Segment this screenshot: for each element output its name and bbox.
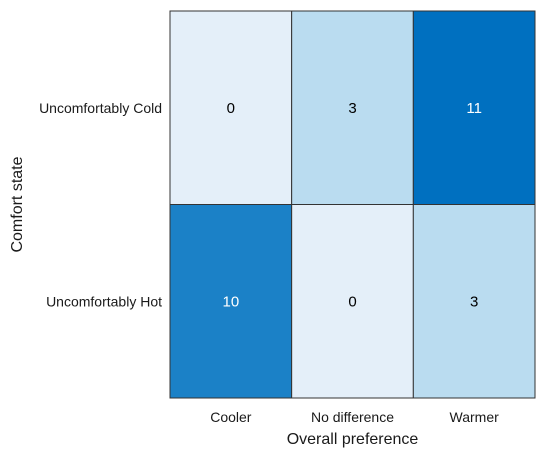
- heatmap-cell: [169, 10, 293, 205]
- y-axis-label: Comfort state: [9, 156, 26, 252]
- y-tick-labels: Uncomfortably Cold Uncomfortably Hot: [39, 100, 162, 310]
- heatmap-cells: 0 3 11 10 0 3: [169, 10, 536, 399]
- cell-value-label: 0: [348, 293, 356, 310]
- x-axis-label: Overall preference: [287, 431, 419, 448]
- x-tick-label: Cooler: [210, 409, 252, 425]
- heatmap-cell: [291, 10, 414, 205]
- heatmap-cell: [291, 204, 414, 399]
- y-tick-label: Uncomfortably Cold: [39, 100, 162, 116]
- cell-value-label: 10: [222, 293, 239, 310]
- x-tick-labels: Cooler No difference Warmer: [210, 409, 499, 425]
- plot-frame: [169, 10, 536, 399]
- cell-value-label: 3: [348, 100, 356, 117]
- x-tick-label: No difference: [311, 409, 394, 425]
- y-tick-label: Uncomfortably Hot: [46, 293, 162, 309]
- cell-value-label: 3: [470, 293, 478, 310]
- cell-value-label: 0: [227, 100, 235, 117]
- x-tick-label: Warmer: [450, 409, 500, 425]
- cell-value-label: 11: [466, 100, 482, 117]
- heatmap-cell: [169, 204, 293, 399]
- heatmap-cell: [412, 204, 536, 399]
